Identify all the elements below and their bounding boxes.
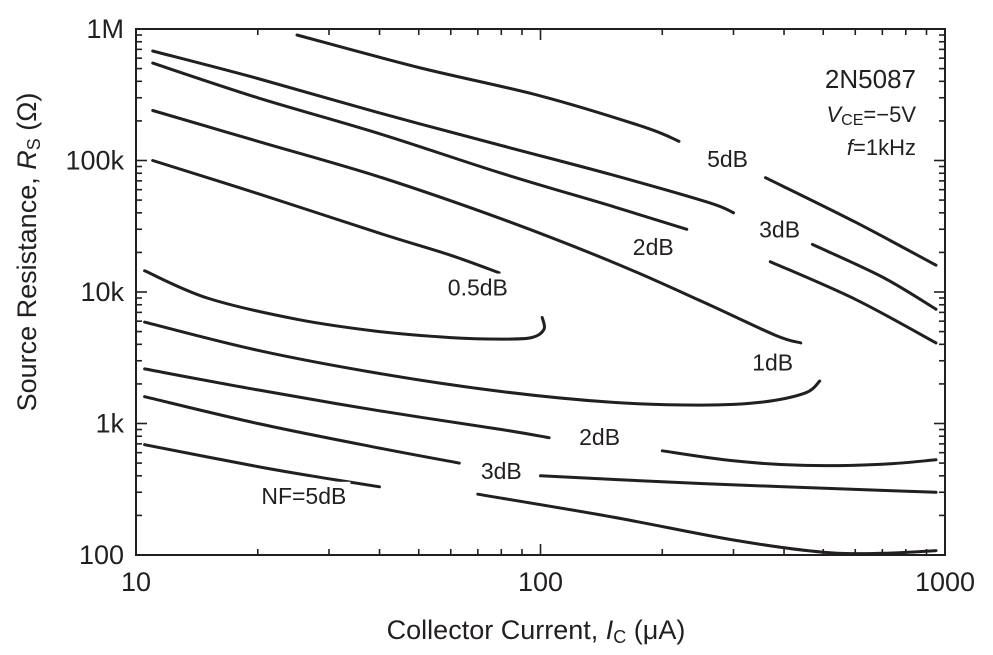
curve-3dB-points — [151, 49, 735, 215]
curve-3dB-points2 — [143, 395, 461, 465]
curve-label: 5dB — [707, 146, 748, 172]
x-tick-label: 1000 — [915, 567, 975, 597]
vce-condition-label: VCE=−5V — [826, 102, 916, 129]
curve-5dB-points — [295, 33, 681, 143]
curve-1dB-points2 — [143, 320, 822, 407]
curve-label-background — [703, 144, 753, 173]
curve-label: NF=5dB — [261, 483, 346, 509]
curve-0-5dB-points2 — [143, 269, 547, 341]
curve-label-background — [755, 215, 805, 244]
contour-labels: 0.5dB 1dB 2dB 3dB 5dB 2dB 3dB NF=5dB — [257, 144, 805, 510]
curve-2dB-points — [151, 61, 689, 231]
curve-1dB-points — [151, 109, 803, 345]
y-axis-title: Source Resistance, RS (Ω) — [12, 93, 44, 412]
curve-2dB-points2 — [143, 367, 551, 440]
curve-label: 2dB — [579, 424, 620, 450]
curve-5dB-points2 — [143, 443, 381, 489]
part-number-label: 2N5087 — [825, 64, 916, 94]
curve-3dB-points4 — [539, 474, 938, 494]
curve-label: 3dB — [759, 216, 800, 242]
curve-label-background — [443, 273, 512, 302]
curve-label-background — [628, 232, 678, 261]
y-tick-label: 1k — [95, 409, 124, 439]
curve-label-background — [575, 422, 625, 451]
frequency-condition-label: f=1kHz — [847, 135, 916, 160]
curve-5dB-points3 — [764, 176, 938, 267]
curve-5dB-points4 — [476, 492, 938, 556]
y-tick-label: 100 — [79, 540, 124, 570]
curve-label-background — [476, 457, 526, 486]
curve-2dB-points3 — [768, 260, 938, 345]
curve-label-background — [748, 348, 798, 377]
curve-label: 2dB — [633, 234, 674, 260]
x-tick-label: 10 — [121, 567, 151, 597]
curve-label: 1dB — [752, 350, 793, 376]
curve-label: 0.5dB — [448, 275, 508, 301]
curve-0-5dB-points — [151, 159, 501, 275]
curve-3dB-points3 — [810, 242, 938, 311]
x-tick-label: 100 — [518, 567, 563, 597]
y-tick-label: 1M — [86, 14, 124, 44]
contour-curves — [143, 33, 938, 556]
y-tick-label: 100k — [65, 146, 124, 176]
y-tick-label: 10k — [80, 277, 124, 307]
axis-ticks — [135, 29, 945, 556]
curve-label: 3dB — [481, 458, 522, 484]
curve-2dB-points4 — [660, 449, 938, 468]
x-axis-title: Collector Current, IC (μA) — [387, 615, 686, 647]
curve-label-background — [257, 481, 351, 510]
